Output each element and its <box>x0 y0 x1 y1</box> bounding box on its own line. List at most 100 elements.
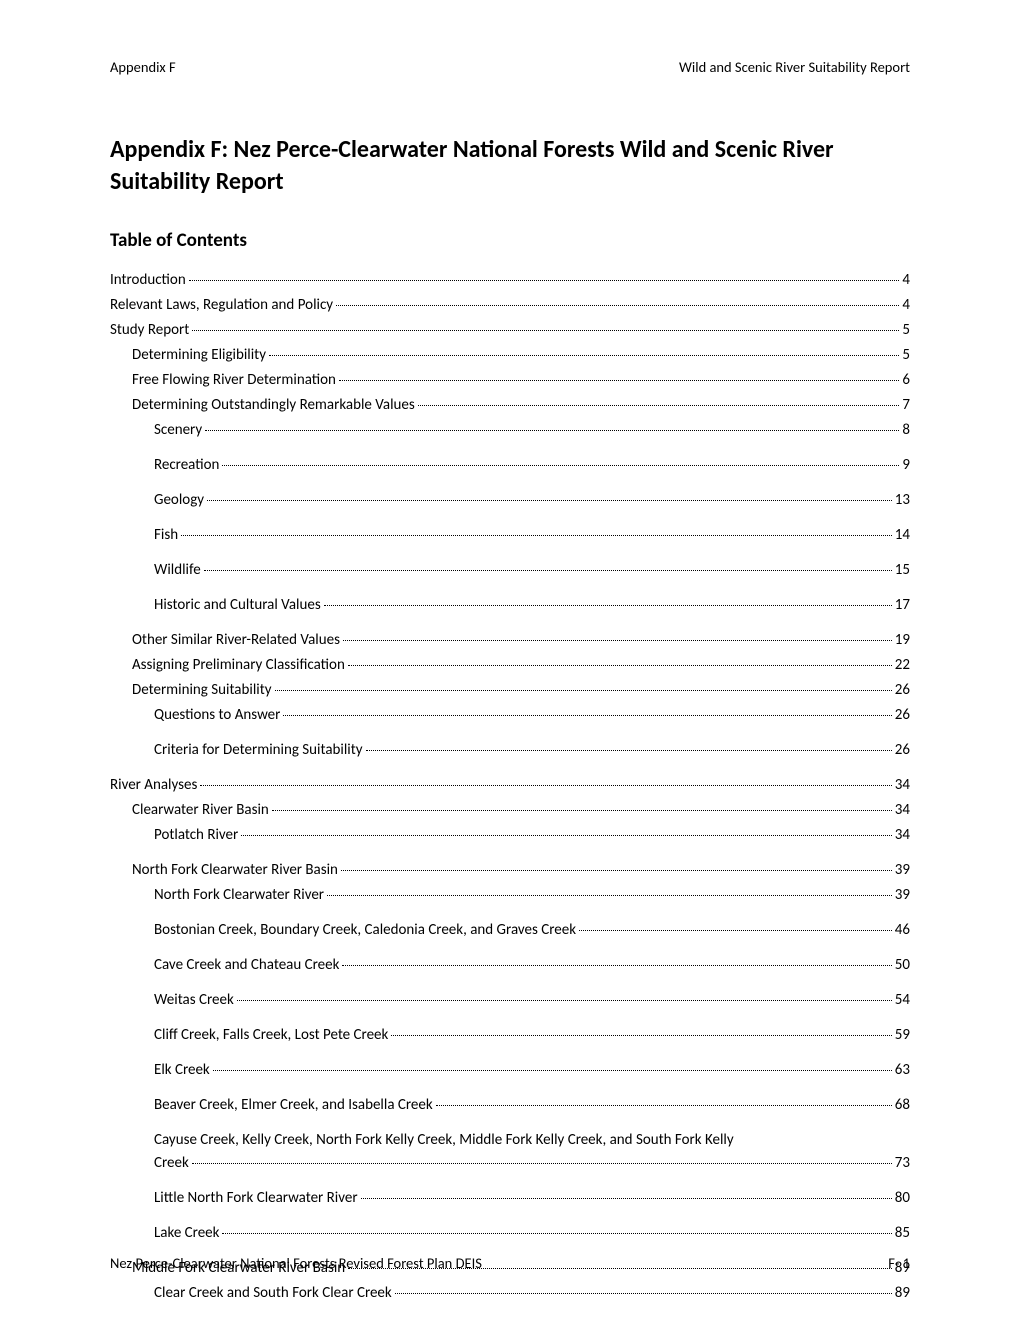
toc-entry-page: 63 <box>895 1060 910 1081</box>
toc-dot-leader <box>436 1105 892 1106</box>
toc-entry: Weitas Creek54 <box>110 990 910 1011</box>
toc-dot-leader <box>241 835 892 836</box>
toc-entry-label: Bostonian Creek, Boundary Creek, Caledon… <box>154 920 576 941</box>
toc-dot-leader <box>343 640 892 641</box>
toc-dot-leader <box>342 965 891 966</box>
toc-dot-leader <box>283 715 891 716</box>
toc-dot-leader <box>579 930 892 931</box>
toc-entry-label: Free Flowing River Determination <box>132 370 336 391</box>
toc-entry-label: Weitas Creek <box>154 990 234 1011</box>
document-title: Appendix F: Nez Perce-Clearwater Nationa… <box>110 134 910 199</box>
toc-entry-page: 4 <box>902 295 910 316</box>
toc-entry-label: Relevant Laws, Regulation and Policy <box>110 295 333 316</box>
toc-entry: Free Flowing River Determination6 <box>110 370 910 391</box>
toc-dot-leader <box>391 1035 891 1036</box>
toc-entry-page: 5 <box>902 320 910 341</box>
toc-entry-label: North Fork Clearwater River Basin <box>132 860 338 881</box>
toc-entry-page: 50 <box>895 955 910 976</box>
toc-dot-leader <box>237 1000 892 1001</box>
header-left: Appendix F <box>110 58 176 76</box>
toc-entry: Potlatch River 34 <box>110 825 910 846</box>
toc-dot-leader <box>272 810 892 811</box>
toc-entry: Clear Creek and South Fork Clear Creek89 <box>110 1283 910 1304</box>
toc-entry-page: 46 <box>895 920 910 941</box>
toc-entry-page: 89 <box>895 1283 910 1304</box>
document-page: Appendix F Wild and Scenic River Suitabi… <box>0 0 1020 1320</box>
toc-entry: Cave Creek and Chateau Creek 50 <box>110 955 910 976</box>
toc-entry-label: Cayuse Creek, Kelly Creek, North Fork Ke… <box>154 1130 910 1151</box>
toc-entry-page: 39 <box>895 885 910 906</box>
toc-entry: Creek73 <box>154 1153 910 1174</box>
toc-entry-page: 34 <box>895 825 910 846</box>
toc-entry-label: River Analyses <box>110 775 197 796</box>
toc-entry-page: 34 <box>895 800 910 821</box>
toc-entry-label: Fish <box>154 525 178 546</box>
toc-entry-page: 68 <box>895 1095 910 1116</box>
toc-entry-page: 34 <box>895 775 910 796</box>
toc-entry-page: 26 <box>895 740 910 761</box>
toc-dot-leader <box>348 665 892 666</box>
toc-entry-page: 17 <box>895 595 910 616</box>
toc-dot-leader <box>222 1233 891 1234</box>
toc-entry-page: 73 <box>895 1153 910 1174</box>
toc-entry-page: 59 <box>895 1025 910 1046</box>
toc-entry-page: 13 <box>895 490 910 511</box>
toc-entry-label: Lake Creek <box>154 1223 219 1244</box>
toc-dot-leader <box>213 1070 892 1071</box>
toc-dot-leader <box>205 430 899 431</box>
toc-entry-label: Recreation <box>154 455 219 476</box>
toc-entry: Clearwater River Basin 34 <box>110 800 910 821</box>
toc-entry-page: 80 <box>895 1188 910 1209</box>
toc-entry-label: Wildlife <box>154 560 201 581</box>
toc-dot-leader <box>222 465 899 466</box>
toc-entry: Historic and Cultural Values17 <box>110 595 910 616</box>
toc-entry-label: North Fork Clearwater River <box>154 885 324 906</box>
footer-left: Nez Perce-Clearwater National Forests Re… <box>110 1254 482 1272</box>
toc-entry: Fish 14 <box>110 525 910 546</box>
toc-dot-leader <box>395 1293 892 1294</box>
toc-entry-label: Potlatch River <box>154 825 238 846</box>
toc-entry: Introduction4 <box>110 270 910 291</box>
toc-entry-label: Determining Eligibility <box>132 345 266 366</box>
toc-entry: Criteria for Determining Suitability26 <box>110 740 910 761</box>
toc-entry: Little North Fork Clearwater River 80 <box>110 1188 910 1209</box>
toc-entry-page: 26 <box>895 705 910 726</box>
footer-right: F- 1 <box>888 1254 910 1272</box>
toc-dot-leader <box>181 535 892 536</box>
toc-entry: Assigning Preliminary Classification22 <box>110 655 910 676</box>
toc-entry: Lake Creek85 <box>110 1223 910 1244</box>
toc-dot-leader <box>336 305 899 306</box>
toc-dot-leader <box>275 690 892 691</box>
toc-dot-leader <box>269 355 899 356</box>
toc-entry-label: Clearwater River Basin <box>132 800 269 821</box>
toc-entry-label: Scenery <box>154 420 202 441</box>
toc-dot-leader <box>189 280 900 281</box>
toc-heading: Table of Contents <box>110 229 910 252</box>
toc-entry-label: Little North Fork Clearwater River <box>154 1188 358 1209</box>
toc-entry: Cliff Creek, Falls Creek, Lost Pete Cree… <box>110 1025 910 1046</box>
toc-entry-page: 14 <box>895 525 910 546</box>
toc-entry: North Fork Clearwater River 39 <box>110 885 910 906</box>
toc-dot-leader <box>192 1163 892 1164</box>
toc-entry: Bostonian Creek, Boundary Creek, Caledon… <box>110 920 910 941</box>
toc-entry-page: 39 <box>895 860 910 881</box>
toc-entry: Beaver Creek, Elmer Creek, and Isabella … <box>110 1095 910 1116</box>
toc-entry-page: 9 <box>902 455 910 476</box>
toc-dot-leader <box>324 605 892 606</box>
toc-dot-leader <box>192 330 899 331</box>
toc-entry-label: Cave Creek and Chateau Creek <box>154 955 339 976</box>
table-of-contents: Introduction4 Relevant Laws, Regulation a… <box>110 270 910 1304</box>
toc-entry-label: Determining Suitability <box>132 680 272 701</box>
toc-entry-page: 7 <box>902 395 910 416</box>
toc-dot-leader <box>200 785 891 786</box>
toc-entry: North Fork Clearwater River Basin 39 <box>110 860 910 881</box>
toc-entry-label: Cliff Creek, Falls Creek, Lost Pete Cree… <box>154 1025 388 1046</box>
toc-entry-label: Elk Creek <box>154 1060 210 1081</box>
page-footer: Nez Perce-Clearwater National Forests Re… <box>110 1254 910 1272</box>
toc-entry-label: Assigning Preliminary Classification <box>132 655 345 676</box>
toc-entry: Geology 13 <box>110 490 910 511</box>
toc-entry: Determining Suitability26 <box>110 680 910 701</box>
toc-entry: Scenery8 <box>110 420 910 441</box>
page-header: Appendix F Wild and Scenic River Suitabi… <box>110 58 910 76</box>
toc-entry-label: Geology <box>154 490 204 511</box>
